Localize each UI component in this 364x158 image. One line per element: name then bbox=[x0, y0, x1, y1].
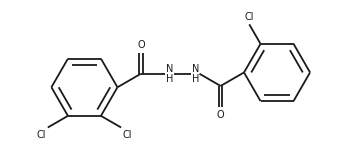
Text: Cl: Cl bbox=[245, 12, 254, 22]
Text: N
H: N H bbox=[191, 64, 199, 84]
Text: O: O bbox=[137, 40, 145, 50]
Text: N
H: N H bbox=[166, 64, 173, 84]
Text: Cl: Cl bbox=[37, 130, 46, 140]
Text: O: O bbox=[217, 110, 225, 120]
Text: Cl: Cl bbox=[123, 130, 132, 140]
